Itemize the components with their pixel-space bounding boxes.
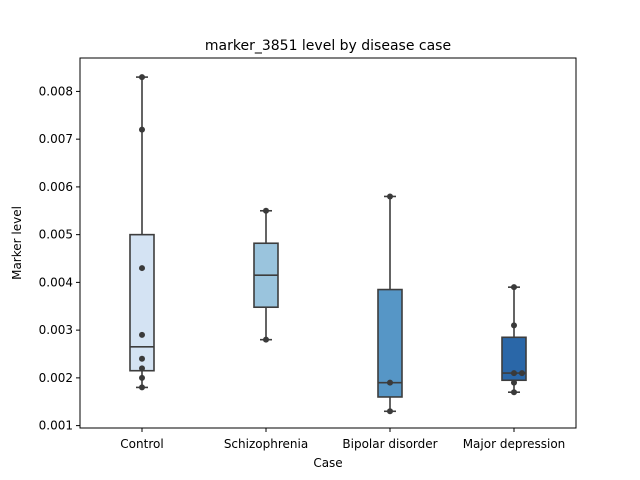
- x-tick-label: Control: [120, 437, 163, 451]
- y-tick-label: 0.008: [39, 84, 73, 98]
- x-axis-label: Case: [313, 456, 342, 470]
- y-tick-label: 0.001: [39, 419, 73, 433]
- data-point: [511, 322, 517, 329]
- box-iqr: [129, 233, 155, 372]
- data-point: [511, 370, 517, 377]
- x-axis: Control Schizophrenia Bipolar disorder Majo…: [120, 428, 565, 451]
- y-tick-label: 0.004: [39, 275, 73, 289]
- box-group: [501, 284, 527, 396]
- box-group: [253, 207, 279, 343]
- y-tick-label: 0.002: [39, 371, 73, 385]
- data-point: [139, 374, 145, 381]
- y-axis-label: Marker level: [10, 206, 24, 280]
- data-point: [139, 126, 145, 133]
- y-axis: 0.001 0.002 0.003 0.004 0.005 0.006 0.007 0.008: [39, 84, 80, 433]
- data-point: [139, 74, 145, 81]
- y-tick-label: 0.006: [39, 180, 73, 194]
- data-point: [263, 207, 269, 214]
- data-point: [519, 370, 525, 377]
- plot-area: [129, 74, 527, 415]
- y-tick-label: 0.007: [39, 132, 73, 146]
- data-point: [387, 193, 393, 200]
- data-point: [511, 389, 517, 396]
- data-point: [139, 355, 145, 362]
- x-tick-label: Bipolar disorder: [342, 437, 437, 451]
- box-iqr: [377, 288, 403, 398]
- data-point: [139, 384, 145, 391]
- data-point: [139, 331, 145, 338]
- y-tick-label: 0.003: [39, 323, 73, 337]
- x-tick-label: Schizophrenia: [224, 437, 308, 451]
- axes-frame: [79, 57, 577, 429]
- box-group: [377, 193, 403, 415]
- data-point: [139, 265, 145, 272]
- chart-title: marker_3851 level by disease case: [205, 38, 451, 54]
- data-point: [387, 408, 393, 415]
- y-tick-label: 0.005: [39, 228, 73, 242]
- data-point: [139, 365, 145, 372]
- data-point: [387, 379, 393, 386]
- x-tick-label: Major depression: [463, 437, 566, 451]
- data-point: [511, 284, 517, 291]
- box-group: [129, 74, 155, 391]
- data-point: [263, 336, 269, 343]
- data-point: [511, 379, 517, 386]
